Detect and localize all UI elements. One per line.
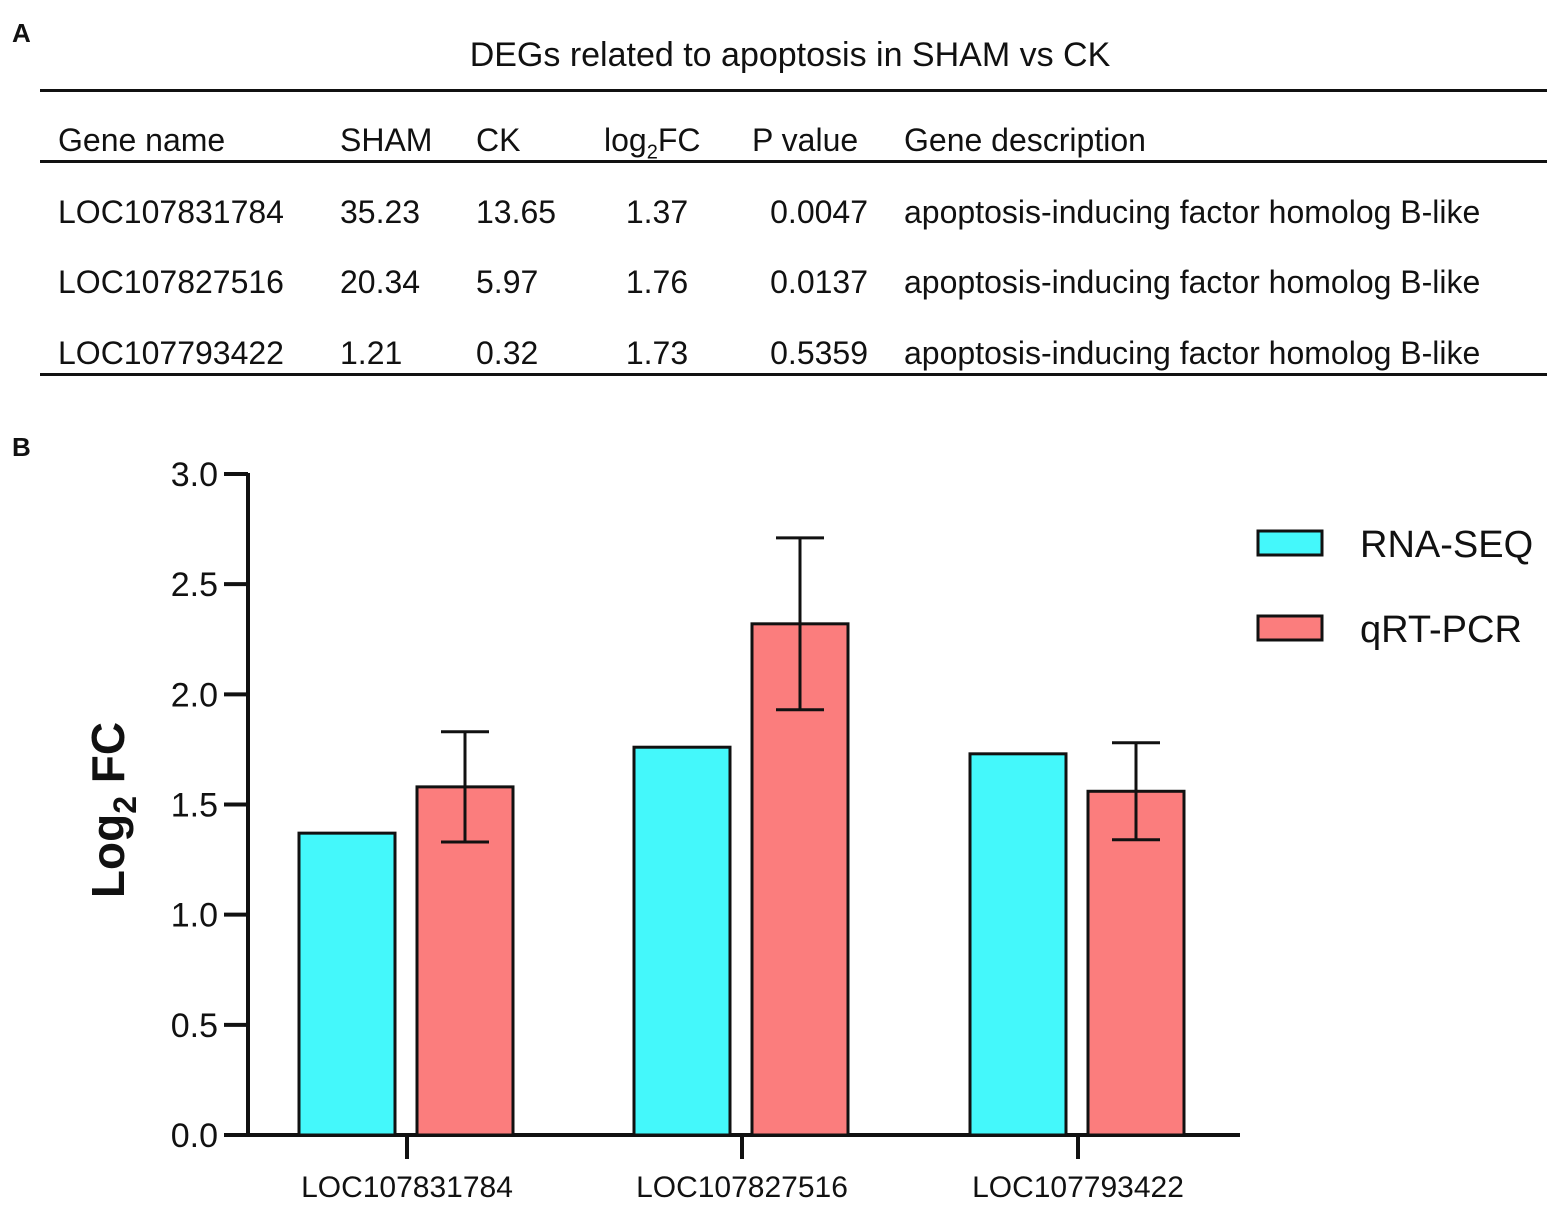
- panel-b-label: B: [12, 432, 31, 462]
- table-header-rule: [40, 160, 1547, 163]
- y-tick-label: 1.5: [171, 787, 218, 825]
- header-log2fc: log2FC: [604, 124, 710, 162]
- table-title: DEGs related to apoptosis in SHAM vs CK: [469, 36, 1111, 74]
- table-cell-pvalue: 0.0137: [770, 264, 868, 300]
- x-tick-label: LOC107831784: [301, 1171, 513, 1204]
- table-cell-gene: LOC107831784: [58, 194, 284, 230]
- bar-qrt-pcr: [1086, 789, 1186, 1137]
- header-log2fc-prefix: log: [604, 122, 647, 158]
- legend-swatch: [1256, 529, 1324, 557]
- x-tick-label: LOC107793422: [972, 1171, 1184, 1204]
- table-cell-sham: 35.23: [340, 194, 421, 230]
- table-bottom-rule: [40, 373, 1547, 376]
- legend-label: qRT-PCR: [1360, 609, 1522, 651]
- y-tick-label: 1.0: [171, 897, 218, 935]
- y-axis-title: Log2 FC: [82, 722, 143, 898]
- table-top-rule: [40, 89, 1547, 92]
- y-tick-label: 0.0: [171, 1117, 218, 1155]
- table-cell-gene: LOC107827516: [58, 264, 284, 300]
- header-ck: CK: [476, 122, 521, 158]
- table-cell-pvalue: 0.0047: [770, 194, 868, 230]
- table-cell-ck: 0.32: [476, 335, 539, 371]
- table-cell-gene: LOC107793422: [58, 335, 284, 371]
- table-cell-description: apoptosis-inducing factor homolog B-like: [904, 194, 1481, 230]
- y-tick-label: 2.0: [171, 676, 218, 714]
- bar-qrt-pcr: [415, 785, 515, 1137]
- legend-label: RNA-SEQ: [1360, 524, 1533, 566]
- header-sham: SHAM: [340, 122, 433, 158]
- header-gene-name: Gene name: [58, 122, 226, 158]
- header-log2fc-sub: 2: [646, 141, 658, 164]
- table-cell-sham: 20.34: [340, 264, 421, 300]
- table-cell-fc: 1.76: [625, 264, 689, 300]
- y-axis-title-prefix: Log: [82, 814, 134, 898]
- table-cell-pvalue: 0.5359: [770, 335, 868, 371]
- legend-swatch: [1256, 614, 1324, 642]
- table-cell-ck: 13.65: [476, 194, 557, 230]
- y-tick-label: 2.5: [171, 566, 218, 604]
- table-cell-fc: 1.73: [625, 335, 689, 371]
- y-axis-title-suffix: FC: [82, 722, 134, 796]
- header-log2fc-suffix: FC: [657, 122, 701, 158]
- panel-a-label: A: [12, 18, 31, 48]
- header-pvalue: P value: [752, 122, 859, 158]
- table-cell-description: apoptosis-inducing factor homolog B-like: [904, 335, 1481, 371]
- x-tick-label: LOC107827516: [636, 1171, 848, 1204]
- y-axis-title-subscript: 2: [107, 796, 143, 814]
- table-cell-description: apoptosis-inducing factor homolog B-like: [904, 264, 1481, 300]
- bar-rna-seq: [968, 752, 1068, 1137]
- y-tick-label: 3.0: [171, 456, 218, 494]
- table-cell-ck: 5.97: [476, 264, 539, 300]
- header-description: Gene description: [904, 122, 1146, 158]
- y-tick-label: 0.5: [171, 1007, 218, 1045]
- table-cell-sham: 1.21: [340, 335, 403, 371]
- table-cell-fc: 1.37: [625, 194, 689, 230]
- bar-rna-seq: [632, 745, 732, 1137]
- bar-rna-seq: [297, 831, 397, 1137]
